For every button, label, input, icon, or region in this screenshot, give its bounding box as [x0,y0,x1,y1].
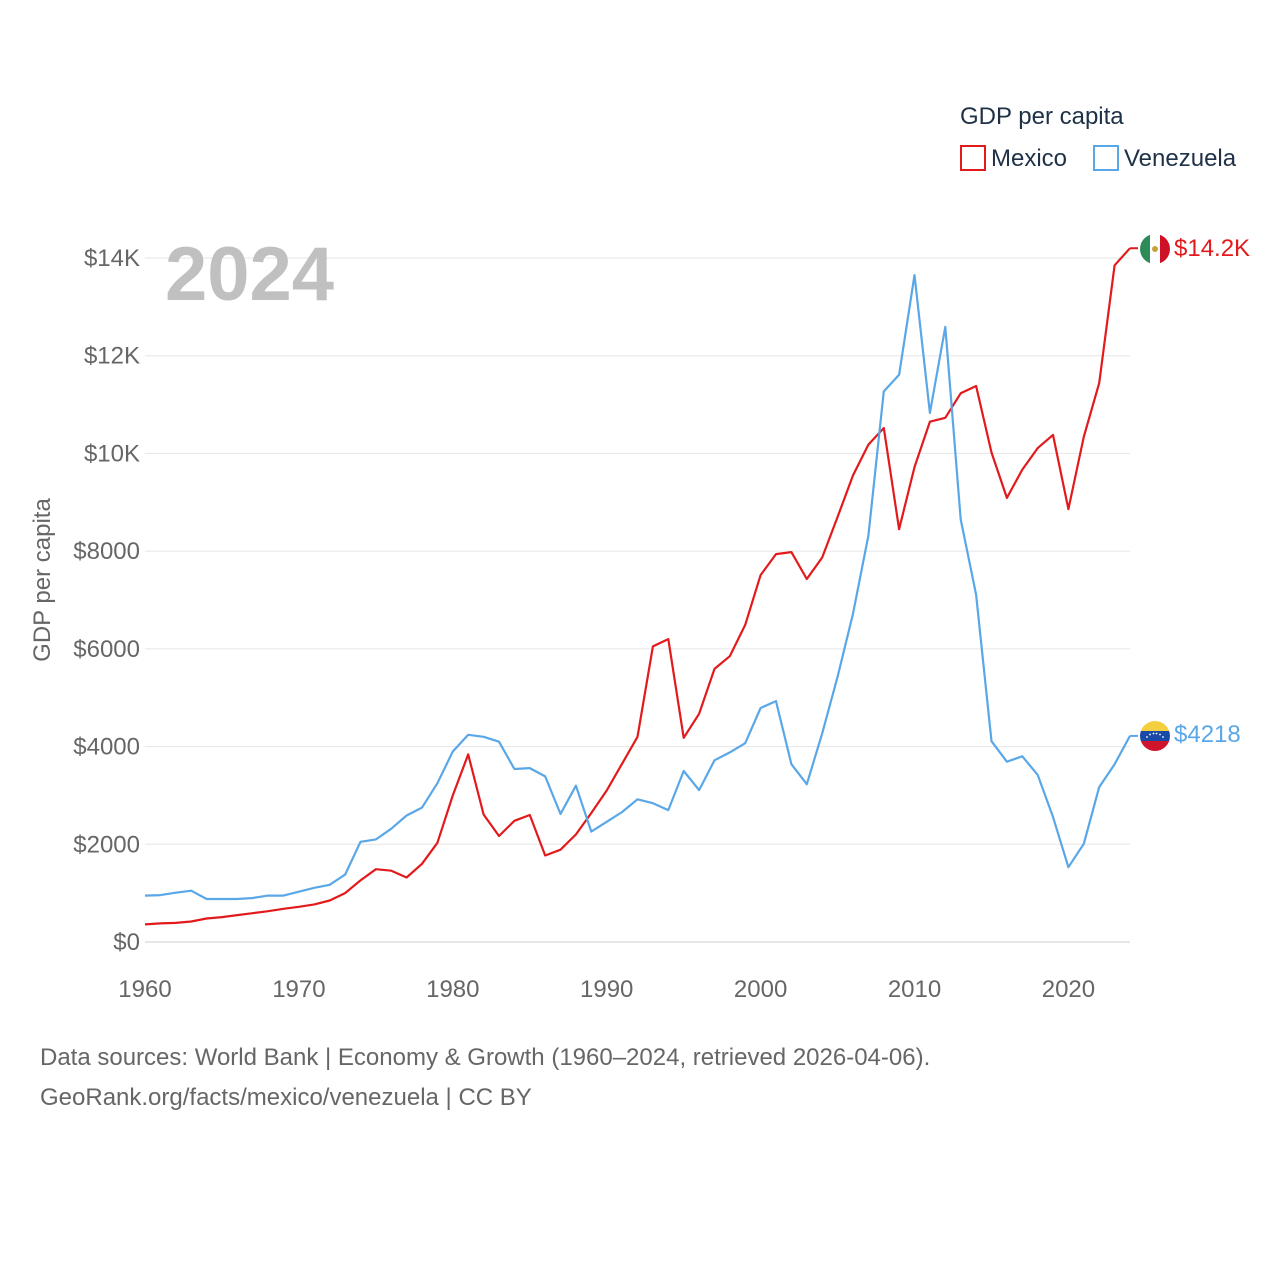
series-line-mexico[interactable] [144,247,1131,926]
year-label: 2024 [165,232,334,317]
y-axis-label: GDP per capita [29,498,56,662]
source-line-1: Data sources: World Bank | Economy & Gro… [40,1044,931,1071]
chart: $0$2000$4000$6000$8000$10K$12K$14K 1960 1… [29,103,1250,1003]
source-line-2: GeoRank.org/facts/mexico/venezuela | CC … [40,1084,532,1111]
venezuela-end-label: $4218 [1174,721,1241,748]
legend-swatch-mexico[interactable] [960,145,986,171]
mexico-flag-icon [1140,234,1170,264]
x-tick-label: 2010 [888,976,941,1003]
y-tick-label: $10K [84,440,140,467]
y-tick-label: $4000 [73,734,140,761]
x-tick-label: 1970 [272,976,325,1003]
y-tick-label: $14K [84,245,140,272]
y-axis-ticks: $0 $2000 $4000 $6000 $8000 $10K $12K $14K [73,245,140,956]
series-line-venezuela[interactable] [144,274,1131,901]
x-tick-label: 2020 [1042,976,1095,1003]
x-tick-label: 1960 [118,976,171,1003]
series-lines [144,247,1138,926]
venezuela-flag-icon [1140,721,1170,751]
x-axis-ticks: 1960 1970 1980 1990 2000 2010 2020 [118,976,1095,1003]
legend-swatch-venezuela[interactable] [1093,145,1119,171]
y-tick-label: $2000 [73,831,140,858]
x-tick-label: 2000 [734,976,787,1003]
x-tick-label: 1990 [580,976,633,1003]
legend-label-venezuela[interactable]: Venezuela [1124,145,1237,172]
y-tick-label: $8000 [73,538,140,565]
y-tick-label: $0 [113,929,140,956]
legend-label-mexico[interactable]: Mexico [991,145,1067,172]
mexico-end-label: $14.2K [1174,235,1250,262]
y-tick-label: $6000 [73,636,140,663]
grid-lines [145,257,1130,943]
y-tick-label: $12K [84,343,140,370]
legend-title: GDP per capita [960,103,1124,130]
x-tick-label: 1980 [426,976,479,1003]
